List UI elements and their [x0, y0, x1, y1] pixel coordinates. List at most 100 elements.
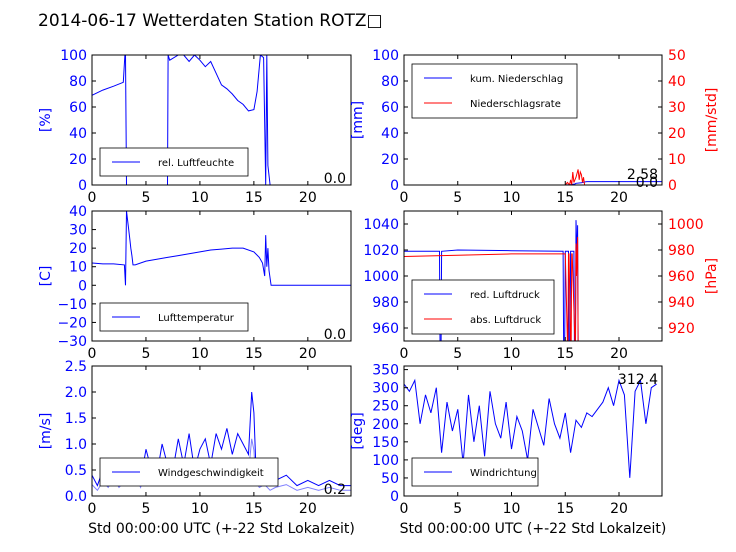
y-tick-label: 2.5	[65, 359, 87, 375]
y-tick-label: 0	[78, 278, 87, 294]
plot-frame	[403, 54, 663, 186]
y-tick-label: 980	[372, 295, 399, 311]
y-tick-label: 100	[60, 48, 87, 64]
x-tick-label: 20	[610, 190, 628, 206]
legend-entry-label: Windgeschwindigkeit	[158, 468, 264, 479]
y-tick-label: 40	[69, 126, 87, 142]
y2-tick-label: 960	[668, 269, 695, 285]
legend: red. Luftdruck abs. Luftdruck	[411, 279, 555, 335]
x-tick-label: 0	[88, 346, 97, 362]
y-tick-label: 100	[372, 453, 399, 469]
x-tick-label: 20	[299, 501, 317, 517]
y-tick-label: 1.5	[65, 411, 87, 427]
x-tick-label: 10	[503, 501, 521, 517]
x-tick-label: 20	[299, 346, 317, 362]
x-tick-label: 0	[88, 190, 97, 206]
y-tick-label: −10	[57, 297, 87, 313]
y-tick-label: 60	[381, 100, 399, 116]
y-tick-label: 150	[372, 435, 399, 451]
legend: Lufttemperatur	[99, 302, 249, 332]
current-value-label: 2.58	[627, 167, 658, 183]
x-tick-label: 15	[245, 190, 263, 206]
legend: Windrichtung	[411, 457, 539, 487]
x-tick-label: 15	[245, 346, 263, 362]
y-tick-label: 100	[372, 48, 399, 64]
y-tick-label: 1020	[363, 243, 399, 259]
legend: kum. Niederschlag Niederschlagsrate	[411, 63, 578, 119]
y-tick-label: 960	[372, 321, 399, 337]
x-tick-label: 15	[245, 501, 263, 517]
x-tick-label: 0	[400, 346, 409, 362]
x-tick-label: 20	[299, 190, 317, 206]
x-tick-label: 10	[503, 346, 521, 362]
legend-entry-label: abs. Luftdruck	[470, 315, 541, 326]
y-tick-label: 300	[372, 381, 399, 397]
y-tick-label: 250	[372, 399, 399, 415]
y-tick-label: 1000	[363, 269, 399, 285]
y2-tick-label: 10	[668, 152, 686, 168]
y-tick-label: 350	[372, 363, 399, 379]
y2-tick-label: 940	[668, 295, 695, 311]
x-tick-label: 0	[400, 501, 409, 517]
legend-entry-label: red. Luftdruck	[470, 290, 540, 301]
plot-frame	[403, 365, 663, 497]
chart-pressure: 0 5 10 15 20 960 980 1000 1020 1040 920 940 960 980 10…	[363, 210, 720, 362]
x-tick-label: 15	[556, 501, 574, 517]
chart-wind_speed: 0 5 10 15 20 0.0 0.5 1.0 1.5 2.0 2.5 [m/s] Std 00:00…	[38, 359, 355, 537]
y-tick-label: 40	[381, 126, 399, 142]
x-tick-label: 5	[141, 346, 150, 362]
x-axis-label: Std 00:00:00 UTC (+-22 Std Lokalzeit)	[400, 521, 667, 537]
y-tick-label: 0.5	[65, 463, 87, 479]
series-line-abs-luftdruck	[404, 236, 662, 341]
y-axis-label: [deg]	[350, 412, 366, 449]
x-tick-label: 0	[400, 190, 409, 206]
current-value-label: 0.2	[324, 482, 346, 498]
y-tick-label: −20	[57, 315, 87, 331]
y-tick-label: 1.0	[65, 437, 87, 453]
legend-entry-label: Windrichtung	[470, 468, 537, 479]
y2-tick-label: 50	[668, 48, 686, 64]
x-tick-label: 20	[610, 346, 628, 362]
series-line-niederschlagsrate	[404, 169, 662, 185]
legend: rel. Luftfeuchte	[99, 147, 249, 177]
figure-title: 2014-06-17 Wetterdaten Station ROTZ□	[38, 11, 383, 31]
current-value-label: 0.0	[324, 327, 346, 343]
y-tick-label: 0	[390, 178, 399, 194]
y-tick-label: 200	[372, 417, 399, 433]
legend-entry-label: Lufttemperatur	[158, 313, 235, 324]
series-line-windrichtung	[404, 378, 657, 478]
series-line-lufttemperatur	[92, 211, 351, 286]
y-tick-label: 0	[390, 489, 399, 505]
y-tick-label: 80	[381, 74, 399, 90]
y-axis-label: [m/s]	[38, 413, 54, 450]
x-tick-label: 5	[141, 190, 150, 206]
y-tick-label: 50	[381, 471, 399, 487]
y-axis-label: [C]	[38, 266, 54, 287]
plot-frame	[91, 210, 352, 342]
y-tick-label: 1040	[363, 217, 399, 233]
y2-tick-label: 980	[668, 243, 695, 259]
x-tick-label: 5	[453, 346, 462, 362]
current-value-label-2: 0.0	[636, 175, 658, 191]
x-tick-label: 5	[141, 501, 150, 517]
chart-humidity: 0 5 10 15 20 0 20 40 60 80 100 [%] rel. Luftfeuchte 0…	[38, 48, 352, 206]
chart-precipitation: 0 5 10 15 20 0 20 40 60 80 100 0 10 20 30 40 50 [mm] [mm/s…	[350, 48, 720, 206]
x-axis-label: Std 00:00:00 UTC (+-22 Std Lokalzeit)	[88, 521, 355, 537]
y-tick-label: 2.0	[65, 385, 87, 401]
y-tick-label: 30	[69, 223, 87, 239]
current-value-label: 312.4	[618, 372, 658, 388]
y2-axis-label: [mm/std]	[704, 88, 720, 153]
y-tick-label: −30	[57, 334, 87, 350]
y-tick-label: 40	[69, 204, 87, 220]
x-tick-label: 20	[610, 501, 628, 517]
y-tick-label: 20	[69, 241, 87, 257]
legend-entry-label: Niederschlagsrate	[470, 99, 561, 110]
x-tick-label: 10	[503, 190, 521, 206]
x-tick-label: 15	[556, 346, 574, 362]
y-tick-label: 0.0	[65, 489, 87, 505]
plot-frame	[91, 365, 352, 497]
y2-tick-label: 30	[668, 100, 686, 116]
y-tick-label: 20	[381, 152, 399, 168]
legend-entry-label: kum. Niederschlag	[470, 74, 563, 85]
